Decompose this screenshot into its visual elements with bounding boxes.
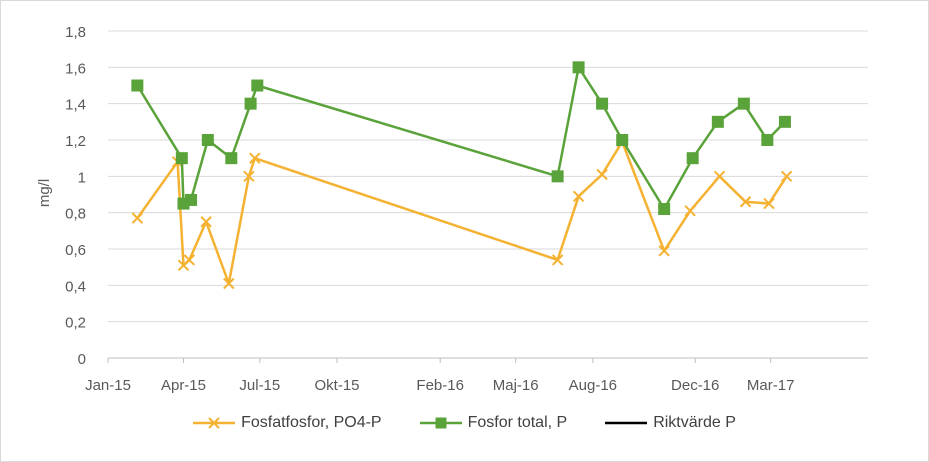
series-2-point: [761, 134, 774, 146]
series-1-point: [780, 170, 793, 183]
series-1-point: [596, 168, 608, 181]
series-1-point: [763, 197, 775, 210]
y-tick-label: 1: [78, 169, 86, 186]
series-2-point: [596, 97, 609, 110]
series-2-point: [616, 134, 629, 146]
y-tick-label: 0: [78, 351, 86, 368]
x-tick-label: Feb-16: [416, 377, 464, 394]
y-axis-label: mg/l: [36, 179, 53, 207]
series-1-point: [183, 254, 196, 266]
series-1-point: [223, 277, 235, 290]
legend-marker: [208, 417, 220, 429]
legend-item: Fosfatfosfor, PO4-P: [193, 413, 382, 433]
series-2-point: [711, 115, 724, 128]
series-1-point: [739, 196, 752, 208]
series-1-point: [243, 170, 255, 183]
y-tick-label: 0,8: [65, 206, 86, 223]
series-2-point: [201, 134, 214, 146]
series-1-point: [684, 205, 696, 217]
legend-label: Riktvärde P: [653, 414, 736, 431]
series-1-point: [713, 170, 726, 183]
series-1-point: [572, 190, 585, 203]
legend-swatch: [193, 417, 236, 429]
y-tick-label: 1,8: [65, 24, 86, 41]
series-1-point: [249, 152, 261, 164]
legend-item: Riktvärde P: [605, 413, 736, 433]
series-2-point: [686, 152, 699, 165]
series-1-point: [658, 245, 670, 257]
series: [131, 61, 793, 290]
legend-label: Fosfor total, P: [467, 414, 568, 431]
x-tick-label: Jul-15: [239, 377, 280, 394]
series-2-point: [175, 152, 188, 165]
legend: Fosfatfosfor, PO4-P Fosfor total, P Riktvä…: [0, 408, 929, 438]
legend-swatch: [419, 417, 462, 429]
series-2-point: [251, 79, 264, 92]
legend-item: Fosfor total, P: [419, 413, 568, 433]
axes: 0 0,2 0,4 0,6 0,8 1 1,2 1,4 1,6 1,8 Jan-15 Apr-15 Ju…: [65, 24, 868, 394]
y-tick-label: 1,2: [65, 133, 86, 150]
series-2-point: [658, 203, 671, 216]
x-tick-label: Aug-16: [569, 377, 617, 394]
legend-label: Fosfatfosfor, PO4-P: [241, 414, 382, 431]
series-2-point: [778, 115, 791, 128]
series-2-point: [551, 170, 564, 183]
y-tick-label: 0,2: [65, 315, 86, 332]
x-tick-label: Mar-17: [747, 377, 795, 394]
series-1-point: [551, 254, 564, 266]
series-2-point: [737, 97, 750, 110]
line-chart: mg/l 0 0,2 0,4 0,6 0,8 1 1,2 1,4 1,6 1,8 Jan-15 Apr…: [36, 24, 868, 394]
legend-marker: [435, 417, 447, 429]
y-tick-label: 0,6: [65, 242, 86, 259]
series-2-point: [185, 193, 198, 206]
x-tick-label: Dec-16: [671, 377, 719, 394]
y-tick-label: 1,4: [65, 97, 86, 114]
x-tick-label: Maj-16: [493, 377, 539, 394]
x-tick-label: Okt-15: [314, 377, 359, 394]
series-2-line: [136, 66, 786, 211]
gridlines: [108, 30, 868, 323]
series-2-point: [572, 61, 585, 74]
x-tick-label: Apr-15: [161, 377, 206, 394]
series-2-point: [225, 152, 238, 165]
series-1-point: [200, 216, 212, 228]
y-tick-label: 0,4: [65, 278, 86, 295]
y-tick-label: 1,6: [65, 60, 86, 77]
series-2-point: [244, 97, 257, 110]
legend-swatch: [605, 421, 648, 425]
x-tick-label: Jan-15: [85, 377, 131, 394]
series-1-point: [131, 212, 144, 224]
series-2-point: [131, 79, 144, 92]
